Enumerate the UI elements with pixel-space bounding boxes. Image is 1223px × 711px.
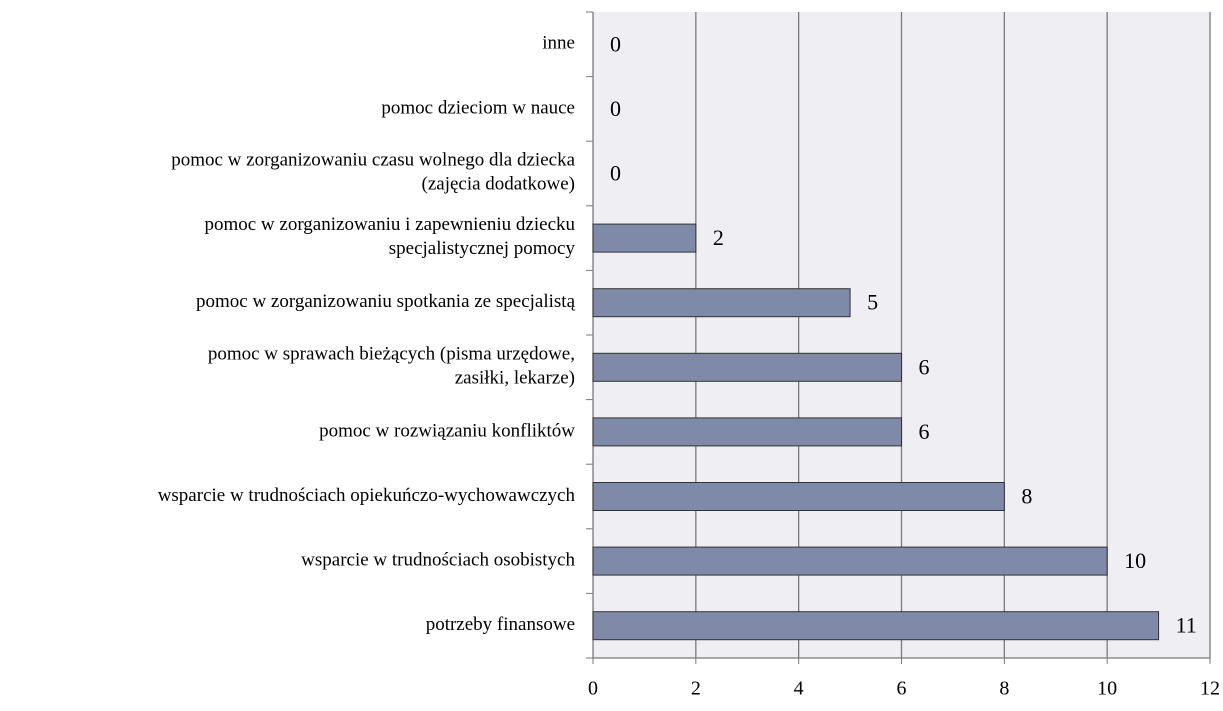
x-tick-label: 2: [691, 678, 701, 700]
value-label: 11: [1176, 613, 1197, 638]
y-tick-label: wsparcie w trudnościach osobistych: [301, 549, 575, 570]
value-label: 8: [1021, 484, 1032, 509]
y-tick-label: pomoc w zorganizowaniu czasu wolnego dla…: [171, 150, 575, 195]
y-tick-label: potrzeby finansowe: [426, 614, 575, 635]
value-label: 0: [610, 31, 621, 56]
value-label: 0: [610, 161, 621, 186]
y-tick-label: pomoc w sprawach bieżących (pisma urzędo…: [208, 344, 575, 389]
y-tick-label: pomoc w zorganizowaniu i zapewnieniu dzi…: [204, 214, 575, 259]
value-label: 6: [919, 419, 930, 444]
bar: [592, 417, 902, 447]
value-label: 2: [713, 225, 724, 250]
y-tick-label: inne: [542, 33, 575, 54]
bar: [592, 288, 851, 318]
x-tick-label: 4: [794, 678, 804, 700]
y-tick-label: pomoc w zorganizowaniu spotkania ze spec…: [196, 291, 576, 312]
bar: [592, 611, 1160, 641]
x-tick-label: 8: [999, 678, 1009, 700]
bar: [592, 482, 1005, 511]
value-label: 0: [610, 96, 621, 121]
x-tick-label: 10: [1097, 678, 1117, 700]
x-tick-label: 0: [588, 678, 598, 700]
bar: [592, 546, 1108, 576]
value-label: 6: [919, 354, 930, 379]
x-tick-label: 12: [1200, 678, 1220, 700]
bar: [592, 223, 697, 253]
y-tick-label: wsparcie w trudnościach opiekuńczo-wycho…: [158, 485, 576, 506]
value-label: 5: [867, 290, 878, 315]
bar: [592, 352, 902, 382]
y-tick-label: pomoc dzieciom w nauce: [381, 97, 575, 118]
y-tick-label: pomoc w rozwiązaniu konfliktów: [319, 420, 575, 441]
x-tick-label: 6: [897, 678, 907, 700]
value-label: 10: [1124, 548, 1146, 573]
